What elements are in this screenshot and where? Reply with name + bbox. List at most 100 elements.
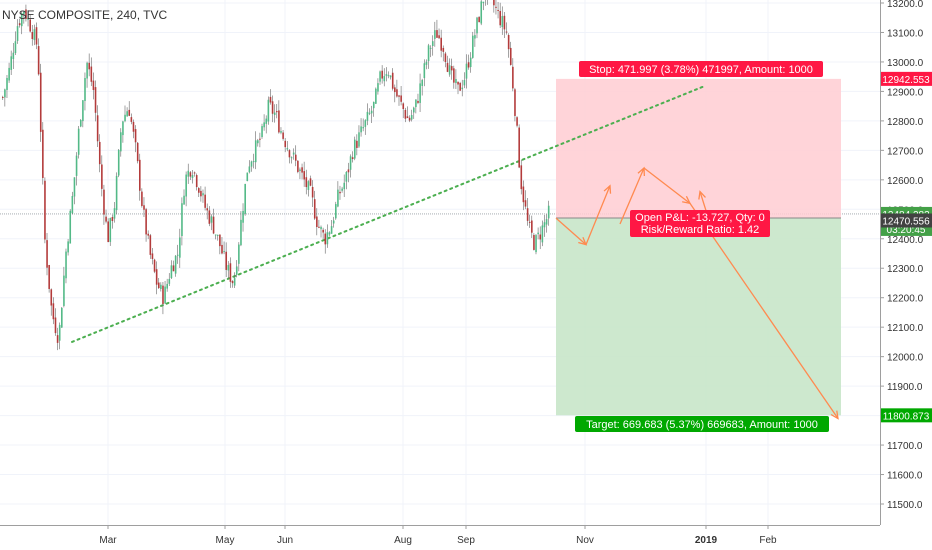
candle-body [84, 78, 86, 101]
candle-body [406, 116, 409, 119]
candle [364, 119, 367, 135]
candle-body [518, 127, 520, 168]
candle [16, 19, 19, 44]
candle-body [410, 115, 413, 120]
candle [328, 231, 331, 237]
candle-body [259, 138, 261, 140]
candle-body [69, 210, 72, 244]
candle-body [370, 110, 373, 114]
target-zone[interactable] [556, 217, 841, 416]
candle [316, 208, 318, 236]
target-label-text: Target: 669.683 (5.37%) 669683, Amount: … [586, 419, 818, 431]
candle-body [427, 45, 430, 62]
candle [145, 207, 147, 242]
candle [499, 2, 502, 29]
candle-body [400, 95, 402, 102]
candle-body [347, 169, 350, 173]
candle [261, 123, 263, 139]
candle [485, 0, 486, 6]
candle-body [337, 189, 339, 207]
target-price-tag: 11800.873 [881, 408, 932, 423]
candle-body [446, 62, 449, 72]
candle-body [286, 148, 289, 150]
candle [387, 71, 390, 79]
candle-body [120, 132, 122, 152]
candle [172, 260, 175, 272]
candle-body [507, 35, 510, 50]
candle-body [27, 17, 29, 20]
projection-path[interactable] [555, 166, 839, 420]
candle-body [516, 117, 518, 126]
candle [419, 73, 421, 112]
candle [126, 107, 128, 117]
rr-label: Risk/Reward Ratio: 1.42 [641, 224, 760, 236]
candle [10, 50, 13, 75]
candle [164, 280, 166, 304]
candle [343, 174, 346, 198]
candle-body [2, 96, 4, 98]
candle [229, 257, 232, 288]
candle [128, 101, 131, 117]
candle [25, 4, 27, 22]
candle-body [77, 128, 80, 155]
candle-body [75, 155, 78, 176]
candle [301, 163, 303, 180]
candle [467, 54, 470, 70]
time-tick-label: Nov [576, 535, 594, 546]
candle [362, 118, 365, 132]
candle-body [514, 89, 516, 116]
candle-body [246, 172, 249, 182]
trendline[interactable] [71, 84, 707, 343]
candle-body [254, 140, 257, 163]
candle-body [33, 29, 36, 41]
time-axis[interactable]: Mar May Jun Aug Sep Nov 2019 Feb [0, 525, 880, 546]
candle-body [345, 171, 348, 182]
position-zones[interactable] [556, 78, 841, 416]
price-tick-label: 11600.0 [887, 471, 923, 482]
candle-body [20, 13, 23, 27]
candle-body [103, 189, 105, 215]
price-axis[interactable]: 11500.011600.011700.011800.011900.012000… [880, 0, 932, 550]
candle [440, 29, 442, 58]
candle [297, 160, 299, 174]
candle-body [216, 234, 219, 236]
position-labels: Stop: 471.997 (3.78%) 471997, Amount: 10… [575, 61, 829, 432]
candle-body [537, 232, 539, 235]
candle-body [381, 70, 383, 79]
candle [157, 277, 160, 289]
candle [290, 156, 293, 164]
candle [461, 79, 464, 97]
candle [42, 122, 44, 185]
stop-zone[interactable] [556, 78, 841, 218]
candle-body [132, 121, 135, 132]
candle-body [139, 159, 141, 191]
candle-body [107, 221, 109, 243]
candle-body [429, 47, 432, 49]
candle [413, 106, 415, 119]
candle-body [206, 208, 209, 211]
candle [288, 149, 291, 164]
candle [77, 125, 80, 159]
candle [147, 230, 150, 240]
candle [105, 209, 107, 224]
candle [410, 109, 413, 122]
candle [44, 177, 46, 244]
candle-body [16, 26, 19, 41]
candle [208, 206, 211, 227]
candle-body [528, 221, 531, 223]
candle-body [18, 23, 21, 26]
candle [50, 288, 53, 316]
candle-body [263, 122, 265, 128]
candle [233, 272, 236, 289]
candle [379, 70, 381, 85]
entry-price-tag: 12470.556 [881, 213, 932, 228]
candle-body [204, 194, 206, 208]
candle-body [136, 142, 139, 162]
candle [408, 115, 411, 123]
trendline-dotted[interactable] [71, 84, 707, 343]
candle-body [189, 172, 192, 177]
candle-body [305, 177, 308, 188]
candle-body [503, 15, 506, 30]
